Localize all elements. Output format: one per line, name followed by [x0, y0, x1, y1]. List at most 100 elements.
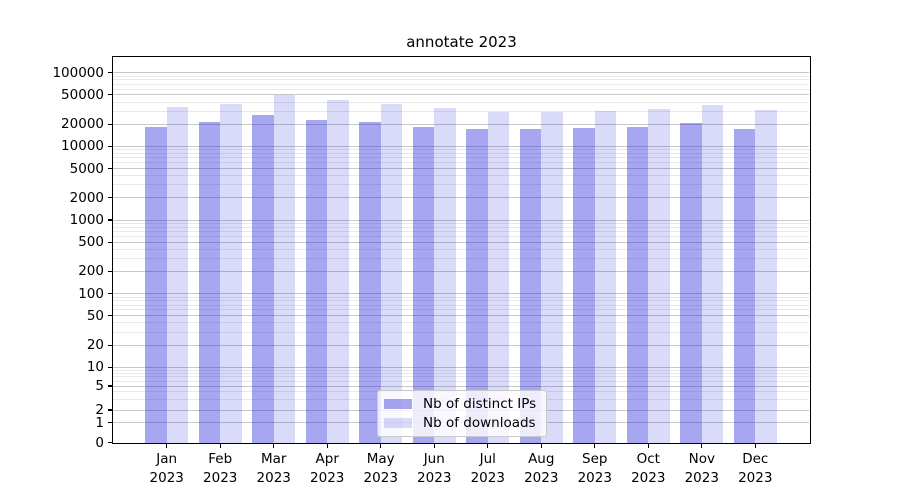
bar-downloads — [594, 110, 617, 443]
legend-swatch-distinct-ips — [384, 399, 412, 409]
y-tick-mark — [108, 409, 113, 411]
bar-distinct-ips — [573, 127, 595, 443]
minor-gridline — [113, 300, 809, 302]
minor-gridline — [113, 175, 809, 177]
y-tick-mark — [108, 442, 113, 444]
y-tick-label: 2000 — [69, 189, 104, 206]
y-tick-mark — [108, 385, 113, 387]
chart-title: annotate 2023 — [406, 33, 517, 51]
major-gridline — [113, 197, 809, 199]
x-tick-label: Apr 2023 — [310, 451, 345, 486]
bar-distinct-ips — [359, 122, 381, 443]
bar-distinct-ips — [145, 127, 167, 443]
legend-item: Nb of distinct IPs — [384, 396, 538, 412]
bar-downloads — [648, 108, 670, 443]
bar-downloads — [166, 106, 189, 443]
major-gridline — [113, 168, 809, 170]
minor-gridline — [113, 75, 809, 77]
minor-gridline — [113, 83, 809, 85]
y-tick-label: 20 — [86, 337, 104, 354]
major-gridline — [113, 241, 809, 243]
x-tick-label: May 2023 — [363, 451, 398, 486]
minor-gridline — [113, 230, 809, 232]
legend-item: Nb of downloads — [384, 415, 538, 431]
bar-downloads — [273, 95, 296, 443]
y-tick-label: 2 — [95, 402, 104, 418]
y-tick-label: 1 — [95, 414, 104, 431]
y-tick-mark — [108, 366, 113, 368]
minor-gridline — [113, 88, 809, 90]
x-tick-label: Jul 2023 — [470, 451, 505, 486]
x-tick-mark — [647, 443, 649, 448]
y-tick-label: 5 — [95, 378, 104, 394]
major-gridline — [113, 123, 809, 125]
x-tick-mark — [326, 443, 328, 448]
x-tick-label: Aug 2023 — [524, 451, 559, 486]
x-tick-mark — [166, 443, 168, 448]
y-tick-mark — [108, 241, 113, 243]
minor-gridline — [113, 372, 809, 374]
x-tick-label: Jan 2023 — [149, 451, 184, 486]
y-tick-mark — [108, 167, 113, 170]
minor-gridline — [113, 149, 809, 151]
major-gridline — [113, 293, 809, 295]
y-tick-mark — [108, 123, 113, 125]
minor-gridline — [113, 331, 809, 333]
bar-downloads — [220, 104, 242, 443]
y-tick-mark — [108, 219, 113, 221]
minor-gridline — [113, 110, 809, 112]
minor-gridline — [113, 79, 809, 81]
minor-gridline — [113, 222, 809, 224]
major-gridline — [113, 385, 809, 387]
y-tick-mark — [108, 72, 113, 74]
x-tick-label: Feb 2023 — [203, 451, 238, 486]
major-gridline — [113, 219, 809, 221]
x-tick-label: Oct 2023 — [631, 451, 666, 486]
bar-downloads — [380, 104, 403, 443]
y-tick-mark — [108, 344, 113, 346]
bar-downloads — [327, 100, 349, 443]
major-gridline — [113, 94, 809, 96]
x-tick-mark — [487, 443, 489, 448]
y-tick-label: 50 — [86, 307, 104, 324]
x-tick-mark — [701, 443, 703, 448]
bar-downloads — [701, 104, 724, 443]
major-gridline — [113, 72, 809, 74]
y-tick-label: 10000 — [61, 138, 104, 155]
minor-gridline — [113, 157, 809, 159]
bar-distinct-ips — [305, 119, 328, 443]
bar-distinct-ips — [198, 122, 221, 443]
x-tick-label: Nov 2023 — [684, 451, 719, 486]
bar-downloads — [541, 111, 563, 443]
minor-gridline — [113, 184, 809, 186]
minor-gridline — [113, 322, 809, 324]
bar-distinct-ips — [519, 129, 542, 443]
legend-swatch-downloads — [384, 418, 412, 428]
x-tick-label: Jun 2023 — [417, 451, 452, 486]
y-tick-mark — [108, 422, 113, 424]
bar-distinct-ips — [680, 122, 702, 443]
y-tick-label: 50000 — [61, 86, 104, 103]
bar-distinct-ips — [412, 126, 435, 443]
minor-gridline — [113, 226, 809, 228]
bar-downloads — [755, 110, 777, 443]
minor-gridline — [113, 380, 809, 382]
legend: Nb of distinct IPs Nb of downloads — [377, 390, 547, 437]
plot-area — [112, 56, 811, 444]
bar-distinct-ips — [626, 126, 649, 443]
minor-gridline — [113, 258, 809, 259]
y-tick-mark — [108, 197, 113, 199]
y-tick-label: 0 — [95, 434, 104, 451]
bar-downloads — [487, 112, 510, 443]
major-gridline — [113, 145, 809, 147]
y-tick-mark — [108, 94, 113, 96]
major-gridline — [113, 270, 809, 272]
major-gridline — [113, 344, 809, 346]
y-tick-mark — [108, 145, 113, 147]
y-tick-label: 200 — [78, 263, 104, 280]
x-tick-label: Dec 2023 — [738, 451, 773, 486]
minor-gridline — [113, 296, 809, 298]
minor-gridline — [113, 152, 809, 154]
minor-gridline — [113, 101, 809, 103]
x-tick-mark — [273, 443, 275, 448]
